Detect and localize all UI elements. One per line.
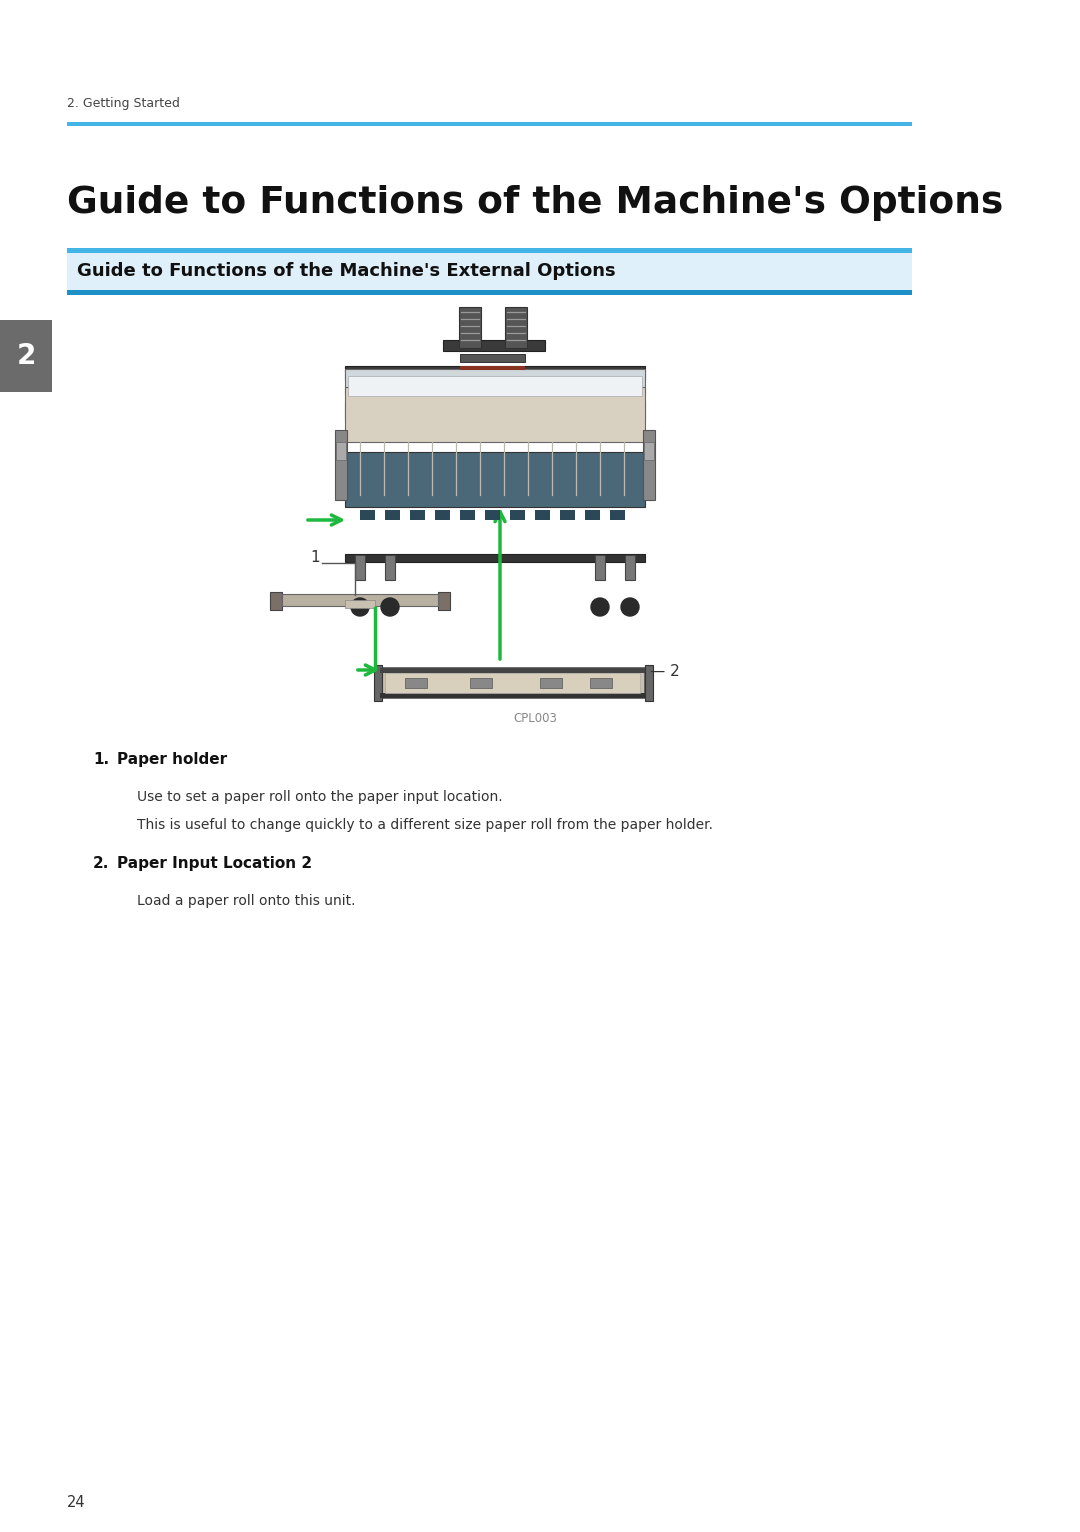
Bar bbox=[470, 679, 492, 688]
Bar bbox=[535, 510, 550, 519]
Bar bbox=[438, 591, 450, 610]
Bar bbox=[380, 692, 645, 699]
Bar bbox=[345, 432, 645, 437]
Bar bbox=[0, 320, 52, 392]
Text: CPL003: CPL003 bbox=[513, 711, 557, 725]
Bar bbox=[643, 430, 654, 499]
Text: This is useful to change quickly to a different size paper roll from the paper h: This is useful to change quickly to a di… bbox=[137, 818, 713, 832]
Text: 1.: 1. bbox=[93, 752, 109, 768]
Bar bbox=[645, 665, 653, 702]
Bar bbox=[270, 591, 282, 610]
Bar bbox=[410, 510, 426, 519]
Bar bbox=[459, 306, 481, 348]
Circle shape bbox=[591, 597, 609, 616]
Text: Guide to Functions of the Machine's External Options: Guide to Functions of the Machine's Exte… bbox=[77, 262, 616, 280]
Text: 24: 24 bbox=[67, 1495, 85, 1511]
Bar bbox=[348, 375, 642, 395]
Bar bbox=[345, 555, 645, 562]
Bar bbox=[345, 366, 645, 380]
Bar bbox=[540, 679, 562, 688]
Bar bbox=[460, 354, 525, 362]
Text: Paper holder: Paper holder bbox=[117, 752, 227, 768]
Bar bbox=[405, 679, 427, 688]
Bar bbox=[585, 510, 600, 519]
Bar bbox=[644, 443, 654, 460]
Bar bbox=[485, 510, 500, 519]
Text: Paper Input Location 2: Paper Input Location 2 bbox=[117, 856, 312, 872]
Bar bbox=[590, 679, 612, 688]
Bar bbox=[595, 555, 605, 581]
Bar bbox=[460, 366, 525, 371]
Bar bbox=[610, 510, 625, 519]
Bar bbox=[384, 510, 400, 519]
Bar bbox=[374, 665, 382, 702]
Bar bbox=[384, 673, 640, 692]
Bar bbox=[625, 555, 635, 581]
Bar bbox=[460, 510, 475, 519]
Text: 2.: 2. bbox=[93, 856, 109, 872]
Text: 1: 1 bbox=[310, 550, 320, 565]
Circle shape bbox=[381, 597, 399, 616]
Bar bbox=[67, 123, 912, 126]
Bar bbox=[510, 510, 525, 519]
Bar bbox=[345, 601, 375, 608]
Bar bbox=[380, 668, 645, 699]
Text: 2. Getting Started: 2. Getting Started bbox=[67, 97, 180, 110]
Circle shape bbox=[621, 597, 639, 616]
Bar bbox=[67, 290, 912, 296]
Text: 2: 2 bbox=[16, 342, 36, 371]
Bar bbox=[435, 510, 450, 519]
Bar bbox=[345, 487, 645, 496]
Bar bbox=[345, 388, 645, 443]
Bar bbox=[67, 248, 912, 253]
Bar bbox=[443, 340, 545, 351]
Text: Load a paper roll onto this unit.: Load a paper roll onto this unit. bbox=[137, 895, 355, 908]
Bar bbox=[561, 510, 575, 519]
Bar bbox=[505, 306, 527, 348]
Bar bbox=[360, 510, 375, 519]
Circle shape bbox=[351, 597, 369, 616]
Bar bbox=[282, 594, 438, 607]
Bar bbox=[345, 369, 645, 394]
Bar bbox=[345, 401, 645, 418]
Bar bbox=[384, 555, 395, 581]
Text: Use to set a paper roll onto the paper input location.: Use to set a paper roll onto the paper i… bbox=[137, 791, 502, 804]
Bar bbox=[67, 253, 912, 290]
Bar bbox=[345, 452, 645, 507]
Bar bbox=[380, 668, 645, 673]
Bar bbox=[335, 430, 347, 499]
Bar bbox=[355, 555, 365, 581]
Text: — 2: — 2 bbox=[650, 665, 679, 680]
Bar bbox=[336, 443, 346, 460]
Text: Guide to Functions of the Machine's Options: Guide to Functions of the Machine's Opti… bbox=[67, 185, 1003, 221]
